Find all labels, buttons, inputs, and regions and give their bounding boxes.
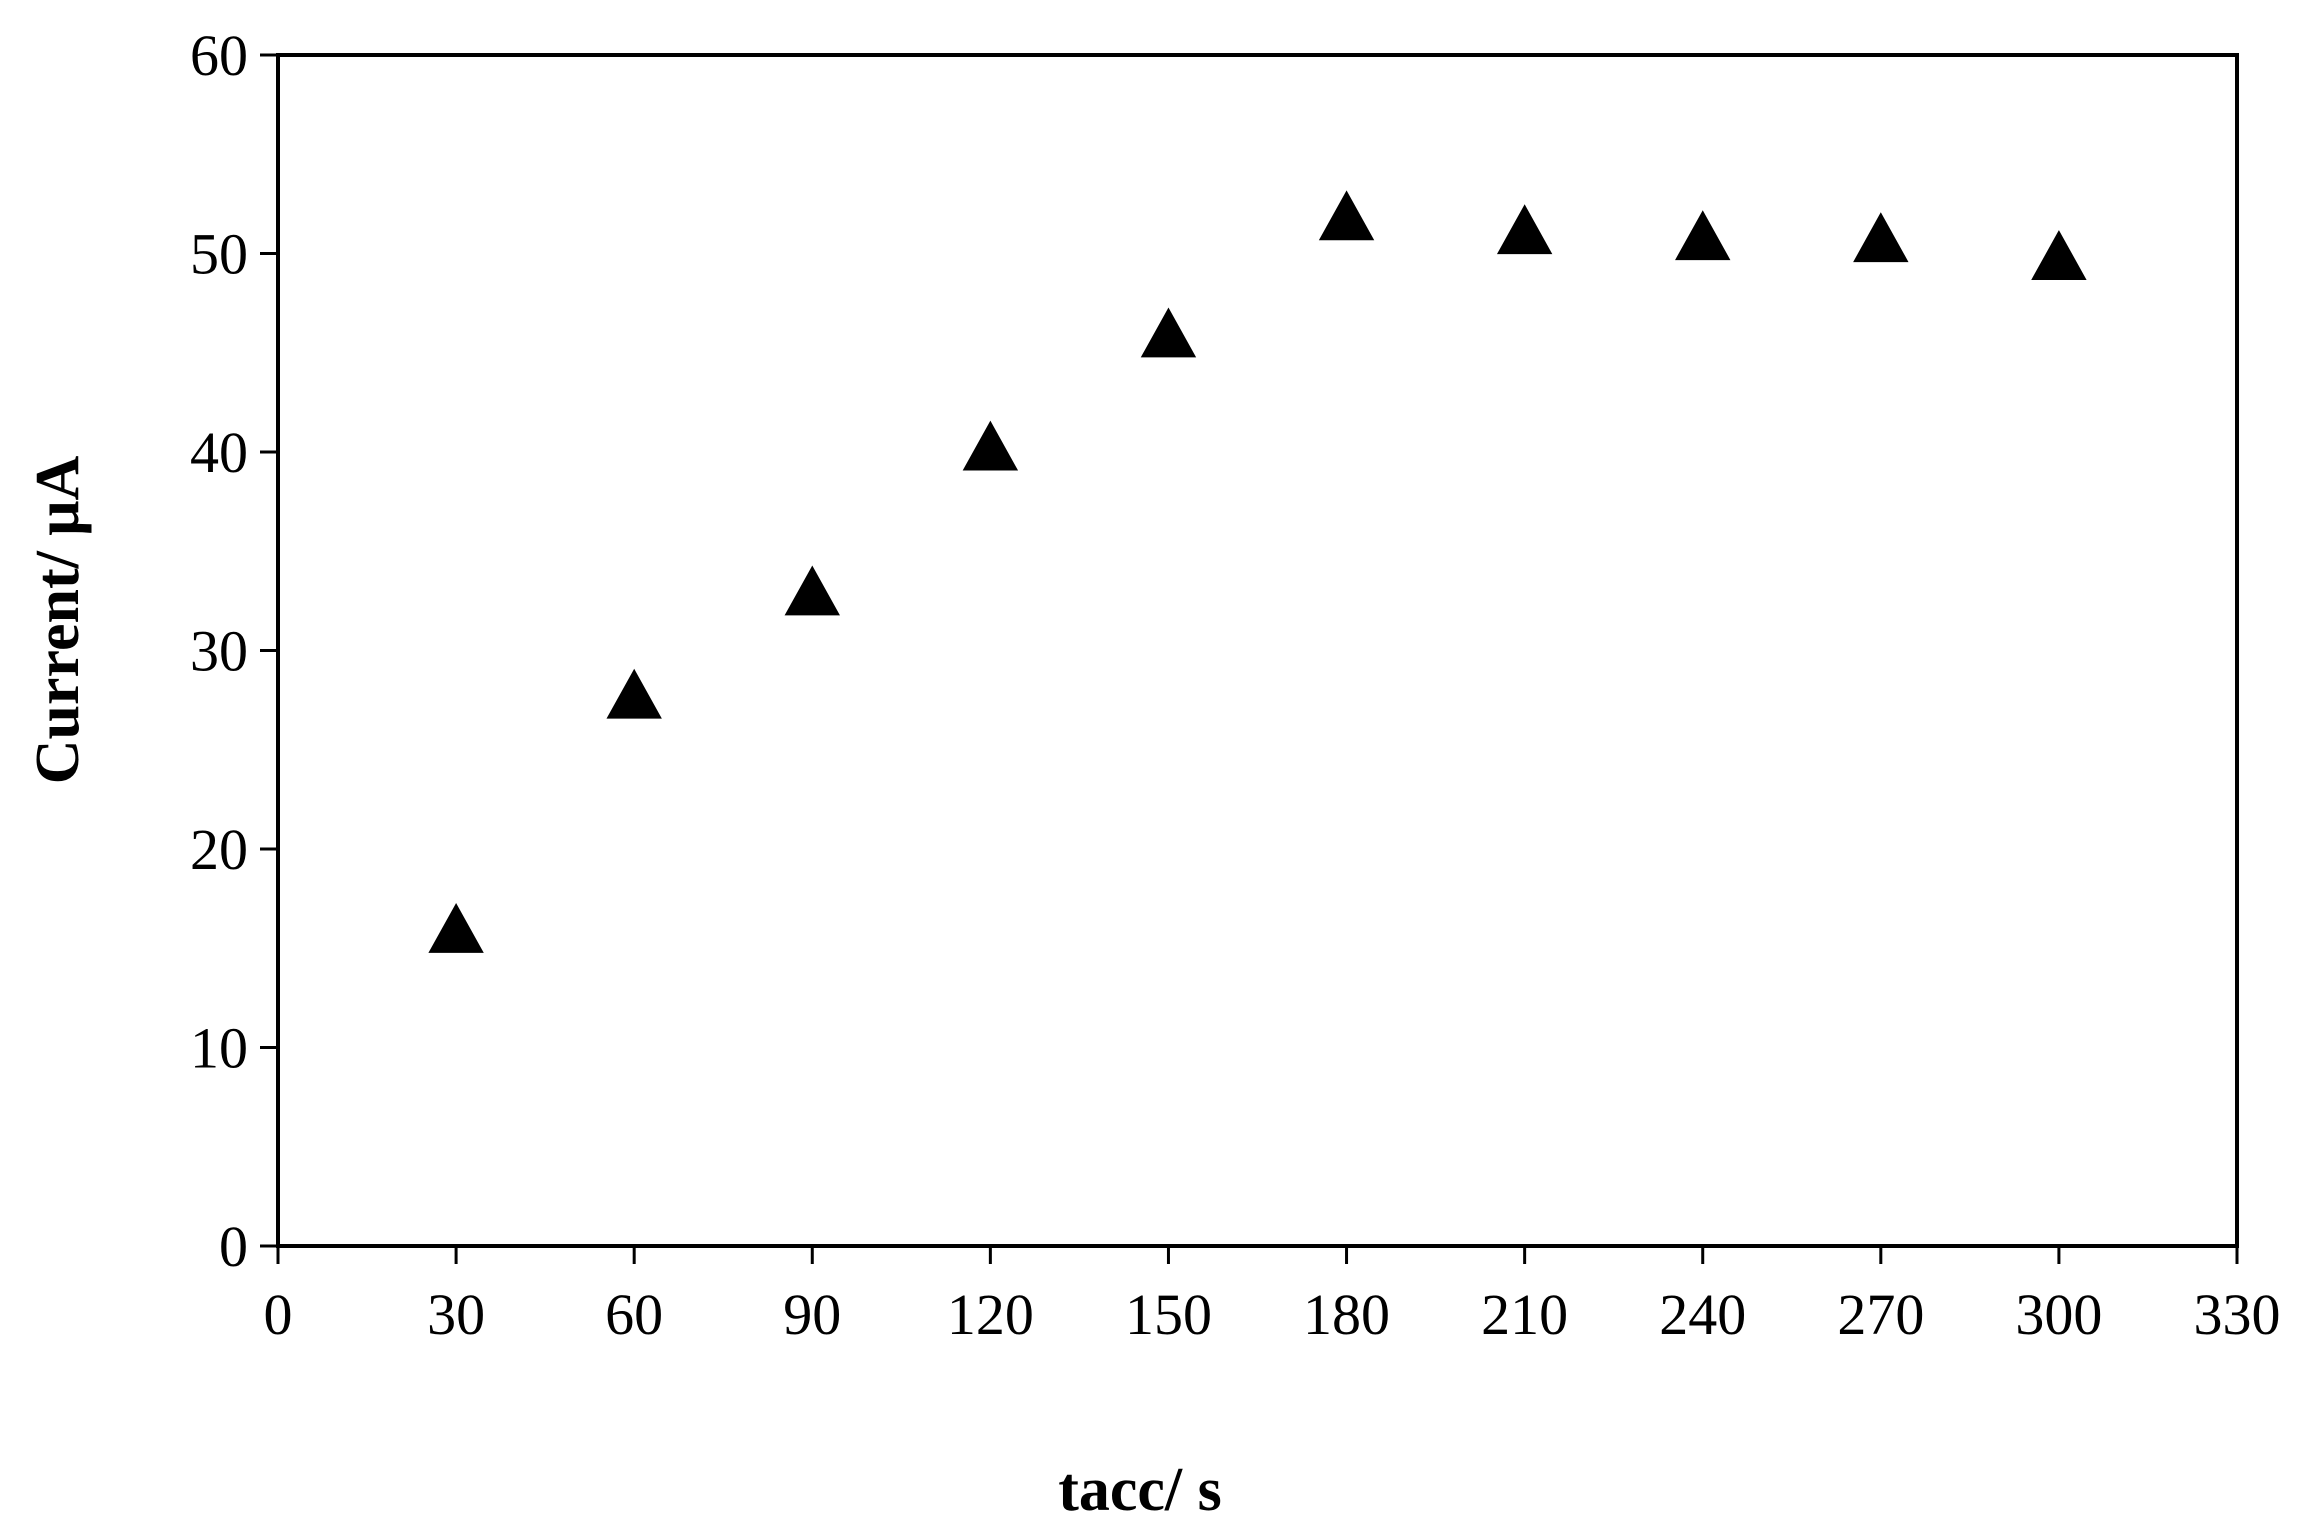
x-tick-label: 0 [264,1282,293,1347]
data-point [1496,204,1553,255]
data-point [1853,212,1909,263]
data-point [1140,307,1197,358]
x-tick-label: 240 [1659,1282,1746,1347]
y-axis: 0 10 20 30 40 50 60 [190,23,278,1279]
data-point [962,420,1019,471]
y-tick-label: 50 [190,222,248,287]
x-tick-label: 150 [1125,1282,1212,1347]
x-tick-label: 30 [427,1282,485,1347]
data-point [1675,210,1731,261]
x-axis: 0 30 60 90 120 150 180 210 240 270 300 330 [264,1246,2281,1347]
x-axis-title: tacc/ s [1058,1456,1222,1524]
data-point [606,668,662,719]
data-point [2031,230,2087,280]
y-tick-label: 20 [190,817,248,882]
x-tick-label: 180 [1303,1282,1390,1347]
y-tick-label: 60 [190,23,248,88]
plot-area [276,53,2239,1248]
data-point [784,565,840,616]
x-tick-label: 210 [1481,1282,1568,1347]
y-tick-label: 10 [190,1016,248,1081]
x-tick-label: 90 [783,1282,841,1347]
data-point [1318,190,1375,241]
y-tick-label: 40 [190,420,248,485]
x-tick-label: 330 [2194,1282,2281,1347]
data-point [428,903,484,953]
y-axis-title: Current/ μA [24,456,92,785]
plot-border [276,53,2239,1248]
y-tick-label: 0 [219,1214,248,1279]
x-tick-label: 300 [2015,1282,2102,1347]
x-tick-label: 60 [605,1282,663,1347]
y-tick-label: 30 [190,619,248,684]
x-tick-label: 120 [947,1282,1034,1347]
x-tick-label: 270 [1837,1282,1924,1347]
data-series [428,190,2087,953]
